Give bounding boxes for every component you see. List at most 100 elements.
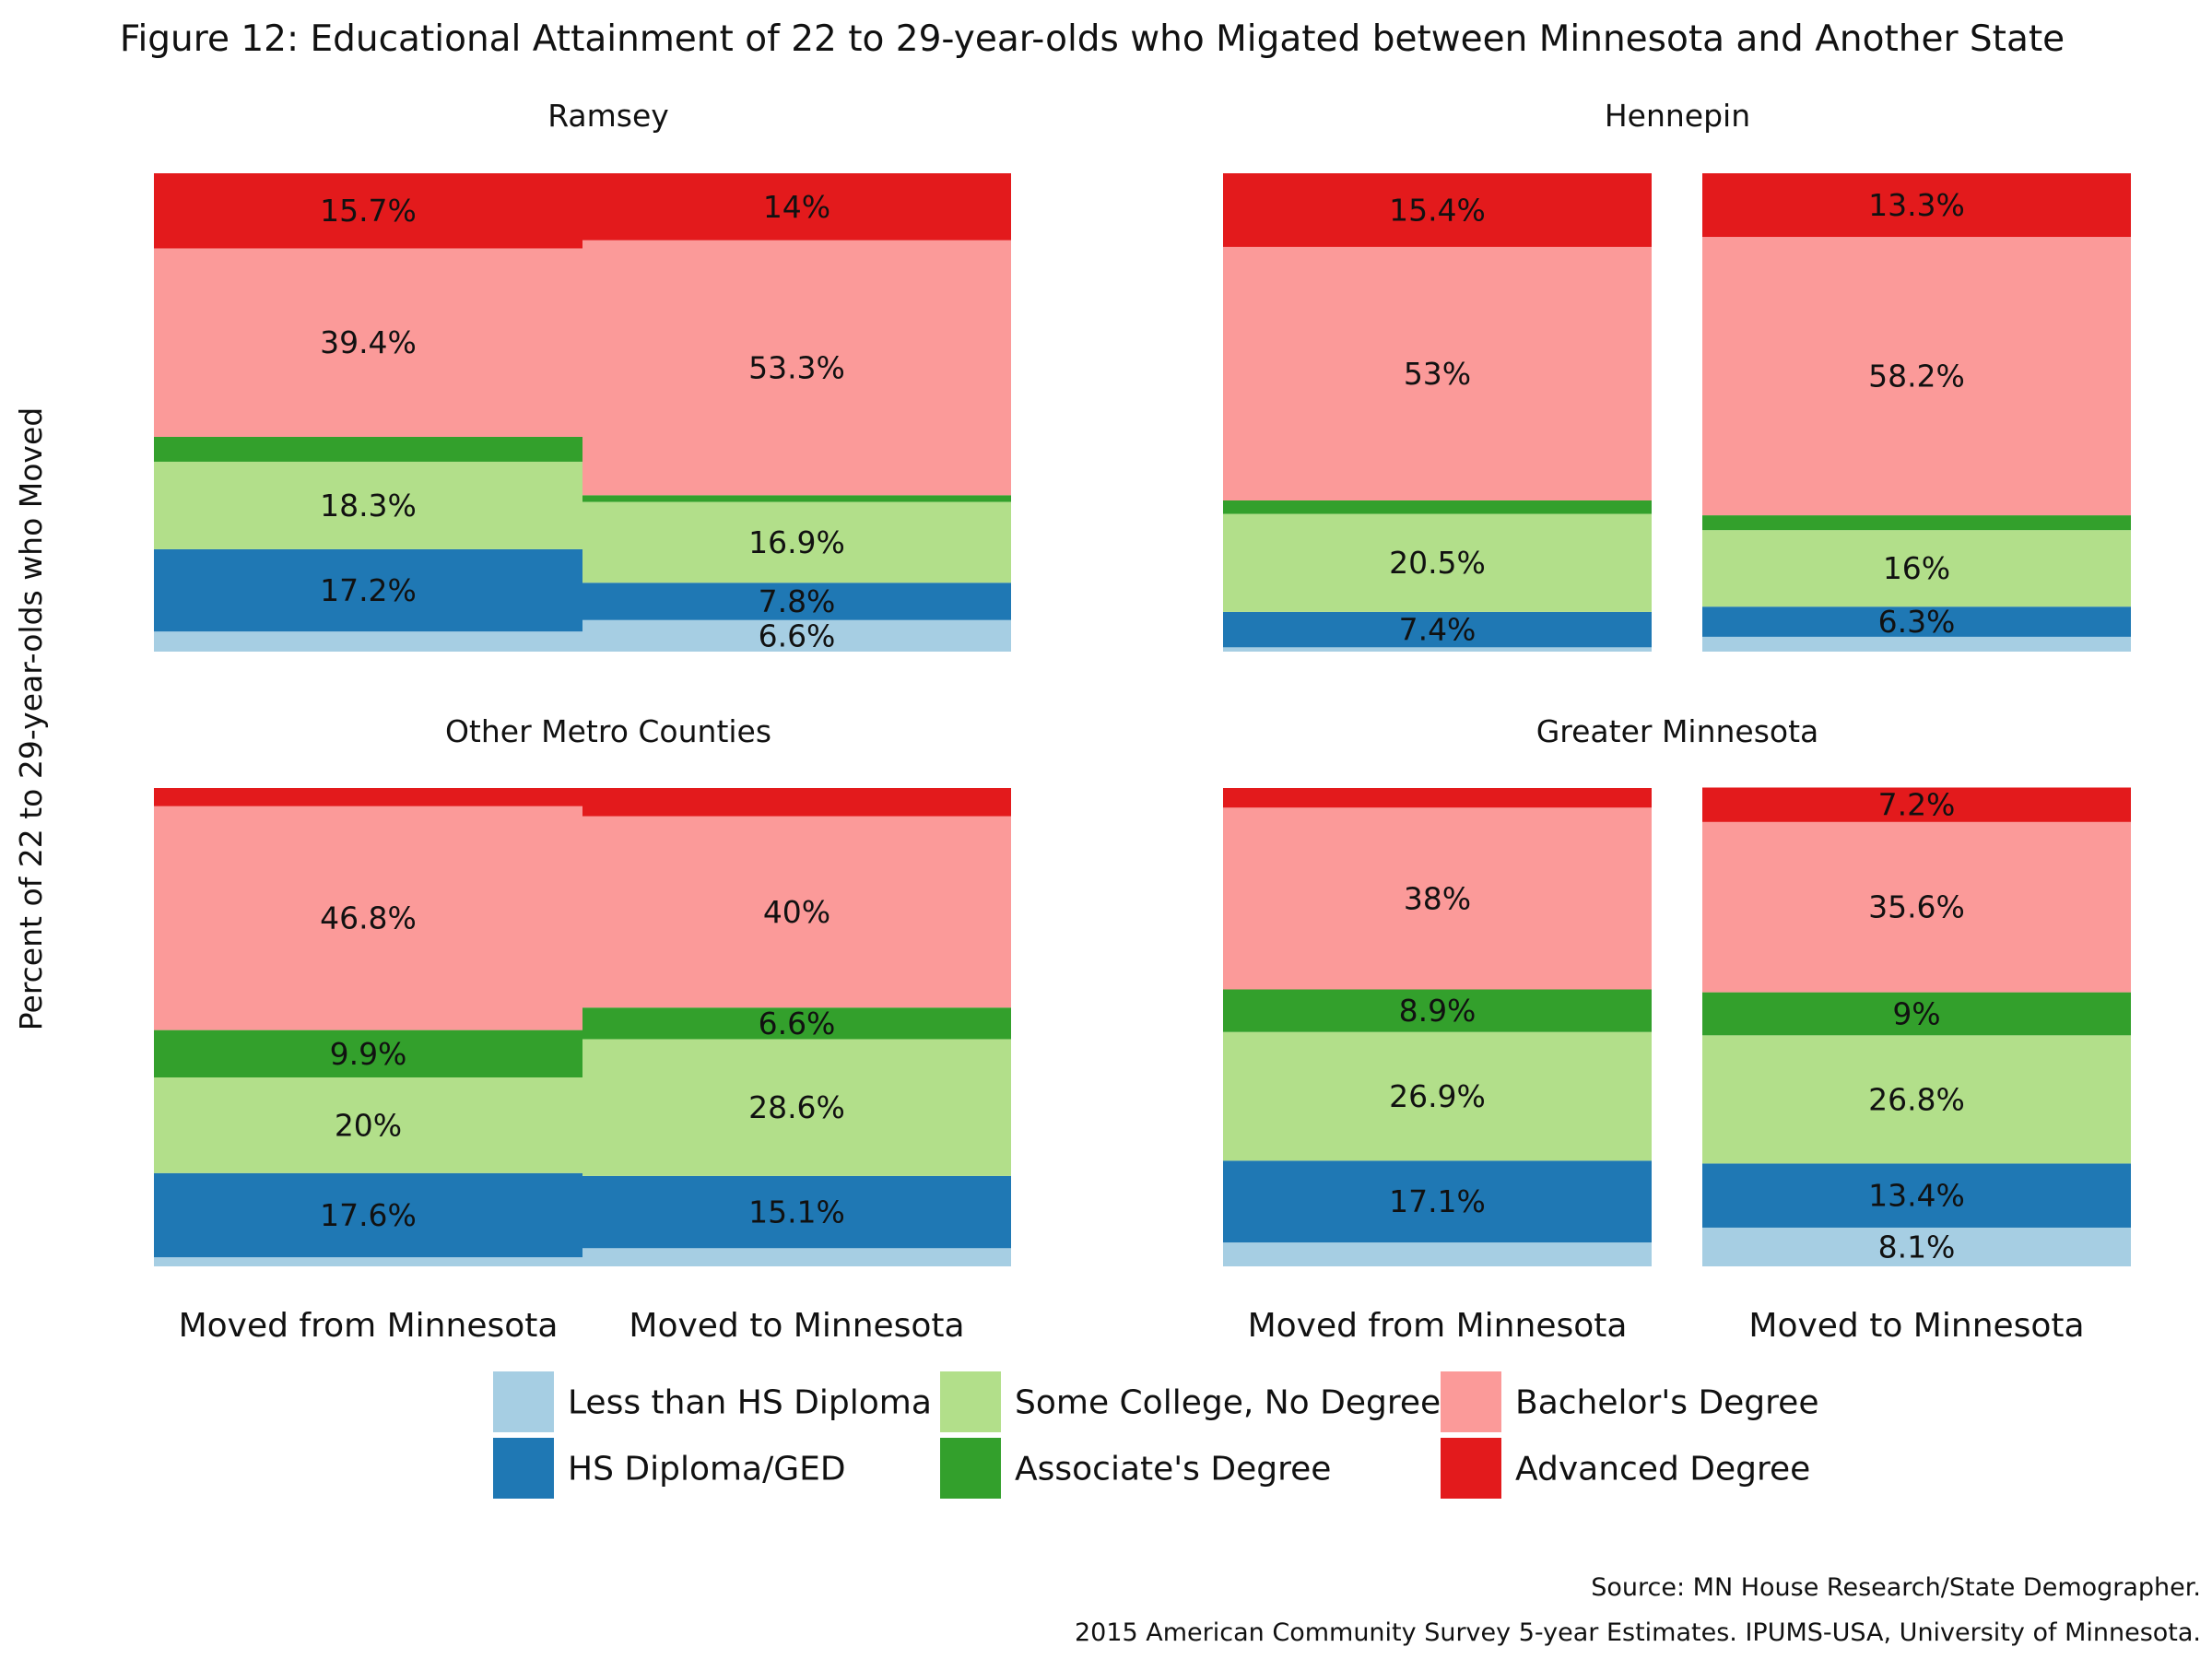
segment-hennepin-moved-to-minnesota-less-than-hs-diploma [1702, 636, 2131, 652]
segment-greater-minnesota-moved-to-minnesota-some-college-no-degree [1702, 1035, 2131, 1164]
data-label-greater-minnesota-moved-from-minnesota-bachelor-s-degree: 38% [1404, 880, 1471, 916]
data-label-ramsey-moved-to-minnesota-less-than-hs-diploma: 6.6% [759, 618, 836, 653]
legend-label-associate-s-degree: Associate's Degree [1015, 1451, 1331, 1488]
legend-swatch-some-college-no-degree [940, 1371, 1001, 1432]
legend-label-bachelor-s-degree: Bachelor's Degree [1515, 1384, 1818, 1422]
bar-other-metro-counties-moved-from-minnesota: 17.6% 20% 9.9% 46.8% [154, 788, 582, 1266]
segment-greater-minnesota-moved-from-minnesota-less-than-hs-diploma [1223, 1242, 1652, 1266]
segment-greater-minnesota-moved-to-minnesota-associate-s-degree [1702, 992, 2131, 1036]
bar-greater-minnesota-moved-to-minnesota: 8.1% 13.4% 26.8% 9% 35.6% 7.2% [1702, 787, 2131, 1266]
data-label-greater-minnesota-moved-to-minnesota-associate-s-degree: 9% [1892, 995, 1940, 1031]
legend-swatch-associate-s-degree [940, 1438, 1001, 1499]
legend-item-associate-s-degree: Associate's Degree [940, 1438, 1331, 1499]
bar-ramsey-moved-from-minnesota: 17.2% 18.3% 39.4% 15.7% [154, 173, 582, 652]
panel-ramsey: Ramsey 17.2% 18.3% 39.4% 15.7% 6.6%7.8% 16.9% 5… [154, 98, 1011, 653]
data-label-other-metro-counties-moved-from-minnesota-hs-diploma-ged: 17.6% [320, 1197, 417, 1233]
legend-swatch-hs-diploma-ged [493, 1438, 554, 1499]
data-label-other-metro-counties-moved-to-minnesota-bachelor-s-degree: 40% [763, 894, 830, 930]
data-label-ramsey-moved-from-minnesota-some-college-no-degree: 18.3% [320, 488, 417, 524]
segment-ramsey-moved-to-minnesota-hs-diploma-ged [582, 582, 1011, 620]
segment-hennepin-moved-to-minnesota-associate-s-degree [1702, 515, 2131, 531]
segment-ramsey-moved-to-minnesota-bachelor-s-degree [582, 240, 1011, 496]
data-label-hennepin-moved-from-minnesota-some-college-no-degree: 20.5% [1389, 545, 1486, 581]
segment-hennepin-moved-to-minnesota-advanced-degree [1702, 173, 2131, 238]
segment-ramsey-moved-from-minnesota-bachelor-s-degree [154, 248, 582, 437]
data-label-other-metro-counties-moved-to-minnesota-hs-diploma-ged: 15.1% [748, 1194, 845, 1230]
data-label-other-metro-counties-moved-from-minnesota-associate-s-degree: 9.9% [330, 1036, 407, 1072]
x-tick-label-moved-to-minnesota: Moved to Minnesota [629, 1307, 964, 1345]
data-label-hennepin-moved-to-minnesota-hs-diploma-ged: 6.3% [1878, 604, 1956, 640]
segment-ramsey-moved-from-minnesota-less-than-hs-diploma [154, 631, 582, 652]
data-label-other-metro-counties-moved-from-minnesota-some-college-no-degree: 20% [335, 1107, 402, 1143]
bar-greater-minnesota-moved-from-minnesota: 17.1% 26.9% 8.9% 38% [1223, 788, 1652, 1266]
segment-other-metro-counties-moved-from-minnesota-associate-s-degree [154, 1030, 582, 1077]
bar-other-metro-counties-moved-to-minnesota: 15.1% 28.6% 6.6% 40% [582, 788, 1011, 1266]
segment-greater-minnesota-moved-to-minnesota-hs-diploma-ged [1702, 1163, 2131, 1228]
data-label-greater-minnesota-moved-to-minnesota-hs-diploma-ged: 13.4% [1868, 1178, 1965, 1214]
segment-ramsey-moved-from-minnesota-hs-diploma-ged [154, 548, 582, 632]
bar-hennepin-moved-from-minnesota: 7.4% 20.5% 53% 15.4% [1223, 173, 1652, 652]
data-label-greater-minnesota-moved-from-minnesota-hs-diploma-ged: 17.1% [1389, 1183, 1486, 1219]
legend-item-some-college-no-degree: Some College, No Degree [940, 1371, 1441, 1432]
data-label-greater-minnesota-moved-from-minnesota-associate-s-degree: 8.9% [1399, 993, 1477, 1029]
legend-item-bachelor-s-degree: Bachelor's Degree [1441, 1371, 1818, 1432]
segment-ramsey-moved-from-minnesota-associate-s-degree [154, 436, 582, 462]
data-label-greater-minnesota-moved-to-minnesota-some-college-no-degree: 26.8% [1868, 1081, 1965, 1117]
segment-other-metro-counties-moved-to-minnesota-hs-diploma-ged [582, 1175, 1011, 1249]
segment-greater-minnesota-moved-from-minnesota-bachelor-s-degree [1223, 807, 1652, 990]
segment-greater-minnesota-moved-from-minnesota-advanced-degree [1223, 788, 1652, 808]
segment-other-metro-counties-moved-to-minnesota-less-than-hs-diploma [582, 1248, 1011, 1266]
data-label-hennepin-moved-from-minnesota-hs-diploma-ged: 7.4% [1399, 612, 1477, 648]
segment-ramsey-moved-from-minnesota-some-college-no-degree [154, 461, 582, 549]
data-label-ramsey-moved-from-minnesota-advanced-degree: 15.7% [320, 193, 417, 229]
segment-other-metro-counties-moved-from-minnesota-some-college-no-degree [154, 1077, 582, 1173]
segment-hennepin-moved-from-minnesota-advanced-degree [1223, 173, 1652, 247]
legend-label-some-college-no-degree: Some College, No Degree [1015, 1384, 1441, 1422]
data-label-ramsey-moved-to-minnesota-advanced-degree: 14% [763, 189, 830, 225]
y-axis-label: Percent of 22 to 29-year-olds who Moved [13, 407, 49, 1030]
segment-hennepin-moved-from-minnesota-associate-s-degree [1223, 500, 1652, 514]
legend-label-advanced-degree: Advanced Degree [1515, 1451, 1810, 1488]
segment-other-metro-counties-moved-from-minnesota-less-than-hs-diploma [154, 1257, 582, 1266]
segment-other-metro-counties-moved-to-minnesota-some-college-no-degree [582, 1039, 1011, 1176]
legend-item-advanced-degree: Advanced Degree [1441, 1438, 1810, 1499]
data-label-ramsey-moved-from-minnesota-bachelor-s-degree: 39.4% [320, 324, 417, 360]
source-line-1: Source: MN House Research/State Demograp… [1591, 1573, 2201, 1602]
segment-hennepin-moved-from-minnesota-less-than-hs-diploma [1223, 647, 1652, 652]
panel-title-ramsey: Ramsey [547, 98, 669, 134]
data-label-other-metro-counties-moved-to-minnesota-some-college-no-degree: 28.6% [748, 1089, 845, 1125]
data-label-greater-minnesota-moved-to-minnesota-advanced-degree: 7.2% [1878, 787, 1956, 823]
segment-hennepin-moved-from-minnesota-bachelor-s-degree [1223, 246, 1652, 500]
x-axis-tick-labels: Moved from Minnesota Moved to Minnesota Mo… [179, 1307, 2085, 1345]
legend-label-less-than-hs-diploma: Less than HS Diploma [568, 1384, 932, 1422]
data-label-hennepin-moved-to-minnesota-some-college-no-degree: 16% [1883, 550, 1950, 586]
data-label-other-metro-counties-moved-to-minnesota-associate-s-degree: 6.6% [759, 1006, 836, 1041]
data-label-greater-minnesota-moved-to-minnesota-less-than-hs-diploma: 8.1% [1878, 1229, 1956, 1265]
panel-title-greater-minnesota: Greater Minnesota [1536, 713, 1819, 749]
legend-swatch-advanced-degree [1441, 1438, 1501, 1499]
data-label-greater-minnesota-moved-from-minnesota-some-college-no-degree: 26.9% [1389, 1078, 1486, 1114]
chart-title: Figure 12: Educational Attainment of 22 … [120, 18, 2065, 60]
source-line-2: 2015 American Community Survey 5-year Es… [1075, 1618, 2201, 1647]
segment-other-metro-counties-moved-to-minnesota-advanced-degree [582, 788, 1011, 817]
panel-title-hennepin: Hennepin [1605, 98, 1750, 134]
segment-greater-minnesota-moved-to-minnesota-less-than-hs-diploma [1702, 1227, 2131, 1266]
data-label-hennepin-moved-from-minnesota-bachelor-s-degree: 53% [1404, 356, 1471, 392]
panel-other-metro-counties: Other Metro Counties 17.6% 20% 9.9% 46.8% 15.… [154, 713, 1011, 1266]
segment-hennepin-moved-to-minnesota-hs-diploma-ged [1702, 606, 2131, 637]
segment-hennepin-moved-to-minnesota-some-college-no-degree [1702, 530, 2131, 607]
segment-ramsey-moved-to-minnesota-advanced-degree [582, 173, 1011, 241]
data-label-greater-minnesota-moved-to-minnesota-bachelor-s-degree: 35.6% [1868, 889, 1965, 925]
segment-ramsey-moved-to-minnesota-some-college-no-degree [582, 501, 1011, 583]
data-label-other-metro-counties-moved-from-minnesota-bachelor-s-degree: 46.8% [320, 900, 417, 936]
segment-ramsey-moved-to-minnesota-less-than-hs-diploma [582, 619, 1011, 652]
x-tick-label-moved-to-minnesota: Moved to Minnesota [1748, 1307, 2084, 1345]
segment-ramsey-moved-from-minnesota-advanced-degree [154, 173, 582, 249]
chart-panels: Ramsey 17.2% 18.3% 39.4% 15.7% 6.6%7.8%16.9%5… [154, 98, 2131, 1266]
data-label-hennepin-moved-from-minnesota-advanced-degree: 15.4% [1389, 192, 1486, 228]
segment-other-metro-counties-moved-from-minnesota-bachelor-s-degree [154, 806, 582, 1030]
segment-other-metro-counties-moved-from-minnesota-hs-diploma-ged [154, 1172, 582, 1258]
segment-other-metro-counties-moved-to-minnesota-bachelor-s-degree [582, 816, 1011, 1008]
data-label-ramsey-moved-from-minnesota-hs-diploma-ged: 17.2% [320, 572, 417, 608]
bar-ramsey-moved-to-minnesota: 6.6%7.8% 16.9% 53.3% 14% [582, 173, 1011, 653]
